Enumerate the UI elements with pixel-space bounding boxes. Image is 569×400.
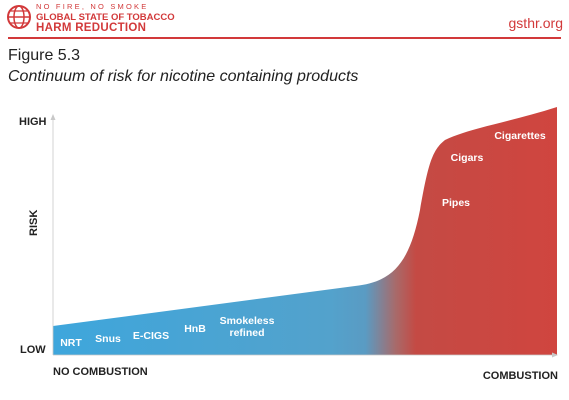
- figure-label: Figure 5.3: [8, 47, 81, 64]
- site-link[interactable]: gsthr.org: [508, 15, 563, 31]
- product-labels: NRT Snus E-CIGS HnB Smokeless refined Pi…: [60, 130, 546, 349]
- brand-tagline: NO FIRE, NO SMOKE: [36, 2, 149, 11]
- product-label-pipes: Pipes: [442, 197, 470, 209]
- y-high-label: HIGH: [19, 116, 47, 128]
- product-label-cigars: Cigars: [451, 152, 484, 164]
- product-label-hnb: HnB: [184, 323, 206, 335]
- risk-area: [53, 107, 557, 355]
- figure-title: Continuum of risk for nicotine containin…: [8, 68, 359, 85]
- header-divider: [8, 37, 561, 39]
- header: NO FIRE, NO SMOKE GLOBAL STATE OF TOBACC…: [0, 0, 569, 40]
- x-axis-arrow-icon: [552, 352, 558, 358]
- product-label-cigarettes: Cigarettes: [494, 130, 546, 142]
- y-axis-label: RISK: [28, 210, 40, 236]
- product-label-smokeless-line1: Smokeless: [220, 315, 275, 327]
- brand: NO FIRE, NO SMOKE GLOBAL STATE OF TOBACC…: [36, 3, 175, 35]
- product-label-smokeless-line2: refined: [229, 327, 264, 339]
- product-label-nrt: NRT: [60, 337, 82, 349]
- brand-line2: GLOBAL STATE OF TOBACCO: [36, 11, 175, 23]
- x-left-label: NO COMBUSTION: [53, 366, 148, 378]
- y-low-label: LOW: [20, 344, 46, 356]
- brand-line3: HARM REDUCTION: [36, 22, 147, 34]
- globe-logo-icon: [7, 5, 31, 29]
- x-right-label: COMBUSTION: [483, 370, 558, 382]
- y-axis-arrow-icon: [50, 114, 56, 120]
- product-label-snus: Snus: [95, 333, 121, 345]
- product-label-ecigs: E-CIGS: [133, 330, 169, 342]
